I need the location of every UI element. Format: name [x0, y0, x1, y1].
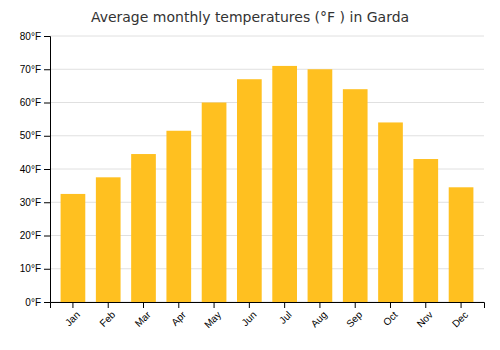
x-tick-mark	[178, 302, 179, 308]
plot: 0°F 10°F 20°F 30°F 40°F 50°F 60°F 70°F 80°F Jan Fe…	[20, 31, 485, 331]
y-tick: 60°F	[20, 97, 50, 108]
x-tick: May	[202, 302, 223, 330]
bar	[61, 194, 86, 302]
y-tick-mark	[44, 302, 50, 303]
grid-line	[50, 69, 484, 70]
x-tick-label: Aug	[309, 309, 329, 329]
grid	[50, 36, 484, 302]
x-tick-label: May	[202, 309, 223, 330]
grid-line	[50, 102, 484, 103]
x-tick-label: Feb	[97, 309, 117, 329]
grid-line	[50, 36, 484, 37]
y-tick-mark	[44, 69, 50, 70]
bar	[202, 103, 227, 303]
y-tick-mark	[44, 202, 50, 203]
x-axis: Jan Feb Mar Apr May Jun Jul Aug Sep Oct Nov Dec	[51, 302, 485, 330]
x-tick-label: Jul	[277, 309, 294, 326]
x-tick-mark	[214, 302, 215, 308]
x-tick: Oct	[381, 302, 400, 328]
bar	[449, 187, 474, 302]
y-tick-mark	[44, 236, 50, 237]
y-tick: 40°F	[20, 164, 50, 175]
chart: 0°F 10°F 20°F 30°F 40°F 50°F 60°F 70°F 80°F Jan Fe…	[0, 0, 500, 350]
grid-line	[50, 135, 484, 136]
y-tick-mark	[44, 136, 50, 137]
x-tick: Jul	[277, 302, 294, 326]
y-axis-line	[44, 37, 51, 303]
x-tick-mark	[355, 302, 356, 308]
x-tick-label: Sep	[344, 309, 365, 330]
y-tick-mark	[44, 269, 50, 270]
y-tick: 80°F	[20, 31, 50, 42]
x-tick-mark	[461, 302, 462, 308]
y-tick-label: 80°F	[20, 31, 41, 42]
x-tick-mark	[390, 302, 391, 308]
y-tick-label: 50°F	[20, 130, 41, 141]
x-tick: Dec	[450, 302, 470, 329]
x-axis-line	[51, 303, 485, 309]
y-tick-label: 70°F	[20, 64, 41, 75]
bar	[413, 159, 438, 302]
bar	[96, 177, 121, 302]
x-tick: Mar	[133, 302, 153, 329]
x-tick-label: Mar	[133, 309, 153, 329]
y-tick-label: 30°F	[20, 197, 41, 208]
x-tick-mark	[72, 302, 73, 308]
x-tick-label: Dec	[450, 309, 470, 329]
x-tick-label: Nov	[415, 309, 435, 329]
y-tick: 30°F	[20, 197, 50, 208]
x-tick: Jan	[63, 302, 82, 328]
x-tick-label: Oct	[381, 309, 400, 328]
x-tick: Aug	[309, 302, 329, 329]
y-tick-label: 60°F	[20, 97, 41, 108]
y-axis: 0°F 10°F 20°F 30°F 40°F 50°F 60°F 70°F 80°F	[20, 31, 51, 308]
x-tick-mark	[143, 302, 144, 308]
y-tick: 20°F	[20, 230, 50, 241]
y-tick-label: 20°F	[20, 230, 41, 241]
y-tick: 10°F	[20, 263, 50, 274]
bar	[237, 79, 262, 302]
bars	[61, 66, 474, 302]
x-tick: Nov	[415, 302, 435, 329]
x-tick-mark	[425, 302, 426, 308]
bar	[166, 131, 191, 302]
x-tick: Jun	[239, 302, 258, 328]
x-tick-label: Jun	[239, 309, 258, 328]
title: Average monthly temperatures (°F ) in Ga…	[91, 9, 409, 25]
x-tick-mark	[319, 302, 320, 308]
y-tick-mark	[44, 103, 50, 104]
bar	[272, 66, 297, 302]
x-tick-mark	[284, 302, 285, 308]
x-tick: Sep	[344, 302, 365, 329]
y-tick-label: 10°F	[20, 263, 41, 274]
x-tick: Apr	[169, 302, 188, 328]
y-tick-label: 40°F	[20, 164, 41, 175]
x-tick: Feb	[97, 302, 117, 329]
bar	[343, 89, 368, 302]
bar	[378, 122, 403, 302]
y-tick-label: 0°F	[25, 297, 41, 308]
x-tick-label: Apr	[169, 309, 188, 328]
y-tick-mark	[44, 36, 50, 37]
y-tick: 50°F	[20, 130, 50, 141]
y-tick: 70°F	[20, 64, 50, 75]
bar	[131, 154, 156, 302]
y-tick: 0°F	[25, 297, 50, 308]
bar	[308, 69, 333, 302]
x-tick-mark	[249, 302, 250, 308]
x-tick-mark	[108, 302, 109, 308]
x-tick-label: Jan	[63, 309, 82, 328]
y-tick-mark	[44, 169, 50, 170]
